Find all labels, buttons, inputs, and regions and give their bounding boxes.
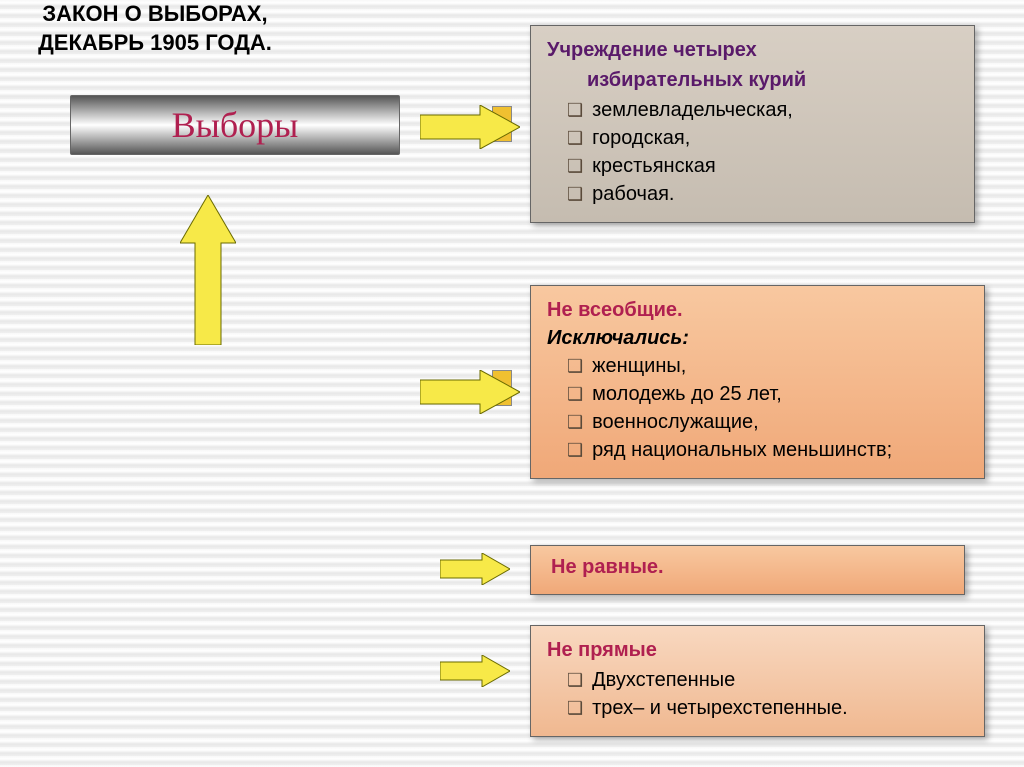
law-line-1: ЗАКОН О ВЫБОРАХ,: [0, 0, 310, 29]
arrow-right-icon: [440, 553, 510, 585]
excluded-item: военнослужащие,: [567, 408, 968, 436]
not-universal-sub: Исключались:: [547, 324, 968, 352]
not-direct-header: Не прямые: [547, 636, 968, 664]
excluded-item: ряд национальных меньшинств;: [567, 436, 968, 464]
curiae-list: землевладельческая, городская, крестьянс…: [547, 96, 958, 208]
not-equal-box: Не равные.: [530, 545, 965, 595]
law-label: ЗАКОН О ВЫБОРАХ, ДЕКАБРЬ 1905 ГОДА.: [0, 0, 310, 57]
arrow-right-icon: [420, 370, 520, 414]
not-direct-list: Двухстепенные трех– и четырехстепенные.: [547, 666, 968, 722]
curiae-header-1: Учреждение четырех: [547, 36, 958, 64]
curiae-item: рабочая.: [567, 180, 958, 208]
not-direct-item: трех– и четырехстепенные.: [567, 694, 968, 722]
curiae-header-2: избирательных курий: [547, 66, 958, 94]
arrow-right-icon: [420, 105, 520, 149]
not-direct-item: Двухстепенные: [567, 666, 968, 694]
excluded-list: женщины, молодежь до 25 лет, военнослужа…: [547, 352, 968, 464]
curiae-box: Учреждение четырех избирательных курий з…: [530, 25, 975, 223]
arrow-right-icon: [440, 655, 510, 687]
not-universal-header: Не всеобщие.: [547, 299, 683, 321]
not-equal-header: Не равные.: [547, 553, 664, 581]
excluded-item: женщины,: [567, 352, 968, 380]
curiae-item: городская,: [567, 124, 958, 152]
arrow-up-icon: [180, 195, 236, 345]
curiae-item: крестьянская: [567, 152, 958, 180]
law-line-2: ДЕКАБРЬ 1905 ГОДА.: [0, 29, 310, 58]
title-box: Выборы: [70, 95, 400, 155]
not-direct-box: Не прямые Двухстепенные трех– и четырехс…: [530, 625, 985, 737]
curiae-item: землевладельческая,: [567, 96, 958, 124]
excluded-item: молодежь до 25 лет,: [567, 380, 968, 408]
not-universal-box: Не всеобщие. Исключались: женщины, молод…: [530, 285, 985, 479]
title-text: Выборы: [172, 104, 299, 146]
